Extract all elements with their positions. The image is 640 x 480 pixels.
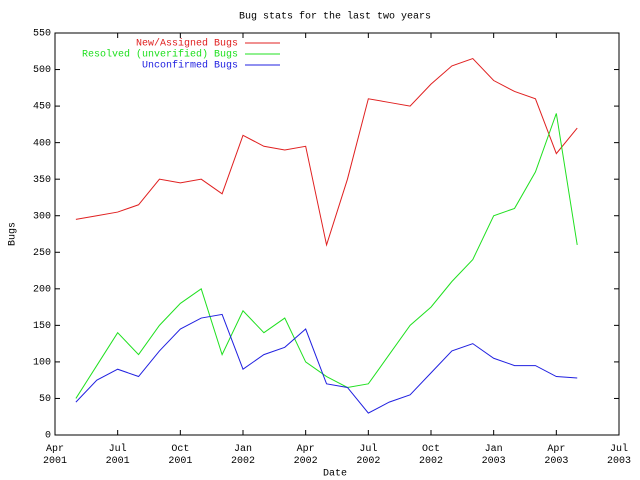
y-tick-label: 150 — [33, 321, 51, 332]
y-tick-label: 450 — [33, 102, 51, 113]
y-axis-label: Bugs — [8, 222, 19, 246]
x-tick-label-line: 2003 — [482, 456, 506, 467]
data-line — [75, 313, 578, 414]
x-tick-label-line: 2003 — [607, 456, 631, 467]
chart-title: Bug stats for the last two years — [239, 11, 431, 23]
y-tick-label: 400 — [33, 138, 51, 149]
data-line — [75, 113, 578, 399]
y-tick-label: 0 — [45, 431, 51, 442]
y-tick-label: 250 — [33, 248, 51, 259]
x-tick-label-line: Jan — [234, 444, 252, 455]
x-tick-label-line: Apr — [297, 444, 315, 455]
x-tick-label: Apr 2001 — [43, 444, 67, 467]
x-tick-label: Jul 2001 — [106, 443, 130, 467]
x-tick-label-line: 2001 — [106, 456, 130, 467]
x-axis-label: Date — [323, 469, 347, 480]
plot-frame — [54, 32, 620, 436]
x-tick-label-line: Apr — [46, 444, 64, 455]
x-tick-label-line: 2002 — [294, 456, 318, 467]
x-tick-label-line: Apr — [547, 444, 565, 455]
x-tick-label: Oct 2002 — [419, 444, 443, 467]
y-tick-label: 500 — [33, 65, 51, 76]
x-tick-label: Jan 2003 — [482, 444, 506, 467]
y-tick-label: 100 — [33, 358, 51, 369]
x-tick-label-line: 2003 — [544, 456, 568, 467]
x-tick-label: Apr 2002 — [294, 444, 318, 467]
y-tick-label: 50 — [39, 394, 51, 405]
y-tick-label: 200 — [33, 284, 51, 295]
x-tick-label-line: 2002 — [231, 456, 255, 467]
x-tick-label: Jul 2002 — [356, 443, 380, 467]
x-tick-label-line: Oct — [171, 444, 189, 455]
legend-label: New/Assigned Bugs — [136, 38, 238, 50]
x-tick-label-line: Jan — [485, 444, 503, 455]
x-tick-label: Jul 2003 — [607, 443, 631, 467]
x-tick-label: Jan 2002 — [231, 444, 255, 467]
y-tick-label: 300 — [33, 211, 51, 222]
x-tick-label-line: Jul — [610, 443, 628, 455]
legend-label: Resolved (unverified) Bugs — [82, 49, 238, 61]
x-tick-label-line: 2001 — [168, 456, 192, 467]
x-tick-label: Apr 2003 — [544, 444, 568, 467]
x-tick-label-line: Oct — [422, 444, 440, 455]
y-tick-label: 350 — [33, 175, 51, 186]
x-tick-label: Oct 2001 — [168, 444, 192, 467]
legend-label: Unconfirmed Bugs — [142, 60, 238, 72]
x-tick-label-line: 2002 — [419, 456, 443, 467]
y-tick-label: 550 — [33, 29, 51, 40]
x-tick-label-line: Jul — [359, 443, 377, 455]
x-tick-label-line: 2001 — [43, 456, 67, 467]
x-tick-label-line: Jul — [109, 443, 127, 455]
x-tick-label-line: 2002 — [356, 456, 380, 467]
data-line — [75, 58, 578, 247]
